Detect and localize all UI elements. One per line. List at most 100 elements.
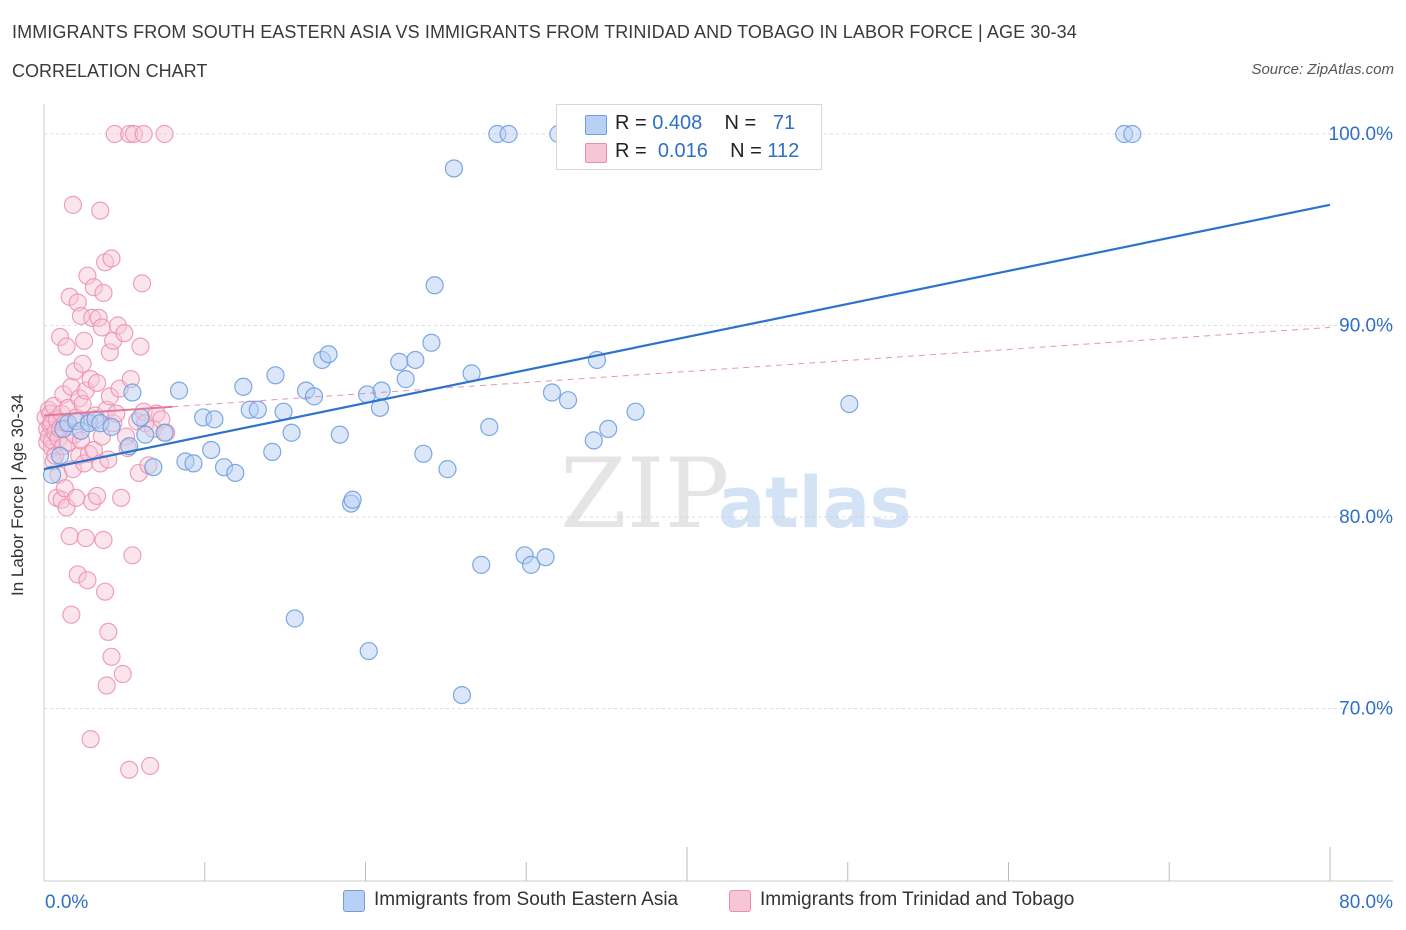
point-sea: [226, 463, 245, 483]
point-sea: [584, 431, 603, 450]
point-sea: [263, 442, 282, 461]
point-trinidad: [92, 318, 111, 337]
legend-r-value: 0.016: [657, 140, 708, 162]
point-trinidad: [73, 354, 92, 373]
point-trinidad: [50, 327, 70, 347]
correlation-legend: R = 0.408 N = 71 R = 0.016 N = 112: [556, 104, 822, 170]
point-sea: [131, 408, 150, 427]
point-trinidad: [75, 331, 94, 350]
point-sea: [282, 423, 301, 442]
point-trinidad: [132, 274, 152, 293]
series-sea-points: [42, 124, 1142, 705]
point-sea: [480, 417, 499, 437]
point-sea: [542, 383, 562, 402]
point-trinidad: [87, 486, 107, 506]
point-sea: [1123, 124, 1142, 144]
point-sea: [266, 366, 285, 385]
trend-line-trinidad: [172, 326, 1331, 408]
trend-lines: [43, 203, 1331, 471]
point-trinidad: [76, 528, 95, 548]
x-tick-label-max: 80.0%: [1339, 892, 1393, 913]
point-sea: [599, 419, 618, 439]
bottom-legend-swatch-trinidad: [729, 890, 751, 912]
point-sea: [390, 352, 409, 371]
point-trinidad: [115, 324, 134, 343]
point-trinidad: [78, 571, 97, 590]
point-sea: [319, 345, 338, 364]
point-trinidad: [95, 582, 115, 601]
point-sea: [169, 381, 189, 400]
point-trinidad: [112, 488, 131, 507]
trend-line-trinidad-solid: [43, 405, 173, 417]
point-sea: [234, 377, 253, 396]
point-trinidad: [155, 124, 174, 144]
point-trinidad: [94, 283, 113, 303]
point-trinidad: [100, 343, 120, 362]
point-trinidad: [78, 266, 97, 285]
point-trinidad: [67, 488, 86, 507]
point-sea: [452, 685, 472, 705]
point-sea: [184, 454, 203, 473]
point-trinidad: [57, 498, 76, 517]
point-trinidad: [63, 195, 83, 214]
point-trinidad: [87, 373, 107, 393]
legend-n-value: 112: [767, 140, 800, 162]
watermark-zip: ZIP: [560, 438, 729, 550]
point-sea: [144, 458, 163, 477]
point-trinidad: [84, 278, 103, 297]
point-trinidad: [60, 527, 79, 546]
point-trinidad: [83, 492, 102, 511]
point-trinidad: [97, 676, 116, 695]
y-axis-label: In Labor Force | Age 30-34: [8, 394, 27, 596]
point-trinidad: [105, 124, 124, 144]
legend-r-label: R =: [615, 140, 647, 162]
point-sea: [330, 425, 349, 444]
point-trinidad: [113, 664, 132, 684]
point-sea: [499, 124, 518, 144]
point-trinidad: [120, 124, 139, 144]
legend-r-label: R =: [615, 112, 647, 134]
point-sea: [202, 440, 221, 460]
legend-r-value: 0.408: [652, 112, 703, 134]
legend-n-label: N =: [730, 140, 762, 162]
x-tick-label-min: 0.0%: [45, 892, 88, 913]
grid-lines: [44, 133, 1393, 709]
point-trinidad: [140, 756, 160, 776]
point-trinidad: [120, 760, 139, 779]
point-trinidad: [100, 387, 120, 406]
y-tick-label: 90.0%: [1339, 316, 1393, 337]
legend-n-value: 71: [772, 112, 796, 134]
point-sea: [304, 387, 324, 406]
y-tick-label: 70.0%: [1339, 699, 1393, 720]
point-sea: [425, 276, 444, 295]
point-sea: [396, 370, 415, 389]
point-sea: [406, 350, 425, 370]
point-trinidad: [57, 337, 76, 356]
point-sea: [155, 423, 174, 442]
point-trinidad: [102, 249, 121, 268]
watermark: ZIP atlas: [560, 438, 912, 550]
chart-subtitle: CORRELATION CHART: [12, 61, 208, 81]
point-trinidad: [94, 530, 113, 550]
point-sea: [558, 391, 578, 410]
tick-labels: 70.0% 80.0% 90.0% 100.0% 0.0% 80.0%: [45, 124, 1393, 913]
point-trinidad: [91, 201, 110, 220]
point-sea: [50, 446, 70, 465]
bottom-legend-label-trinidad: Immigrants from Trinidad and Tobago: [760, 889, 1075, 910]
point-sea: [248, 400, 267, 419]
bottom-legend-label-sea: Immigrants from South Eastern Asia: [374, 889, 679, 910]
point-sea: [626, 402, 645, 421]
legend-swatch-trinidad: [585, 143, 607, 163]
point-sea: [472, 555, 491, 574]
point-sea: [414, 444, 433, 463]
series-trinidad-points: [36, 124, 176, 779]
point-trinidad: [83, 308, 102, 327]
point-trinidad: [131, 337, 150, 356]
source-credit: Source: ZipAtlas.com: [1251, 61, 1394, 78]
point-sea: [123, 383, 142, 402]
y-tick-label: 100.0%: [1329, 124, 1394, 145]
point-trinidad: [81, 730, 100, 749]
point-sea: [343, 490, 362, 509]
watermark-atlas: atlas: [718, 462, 912, 544]
